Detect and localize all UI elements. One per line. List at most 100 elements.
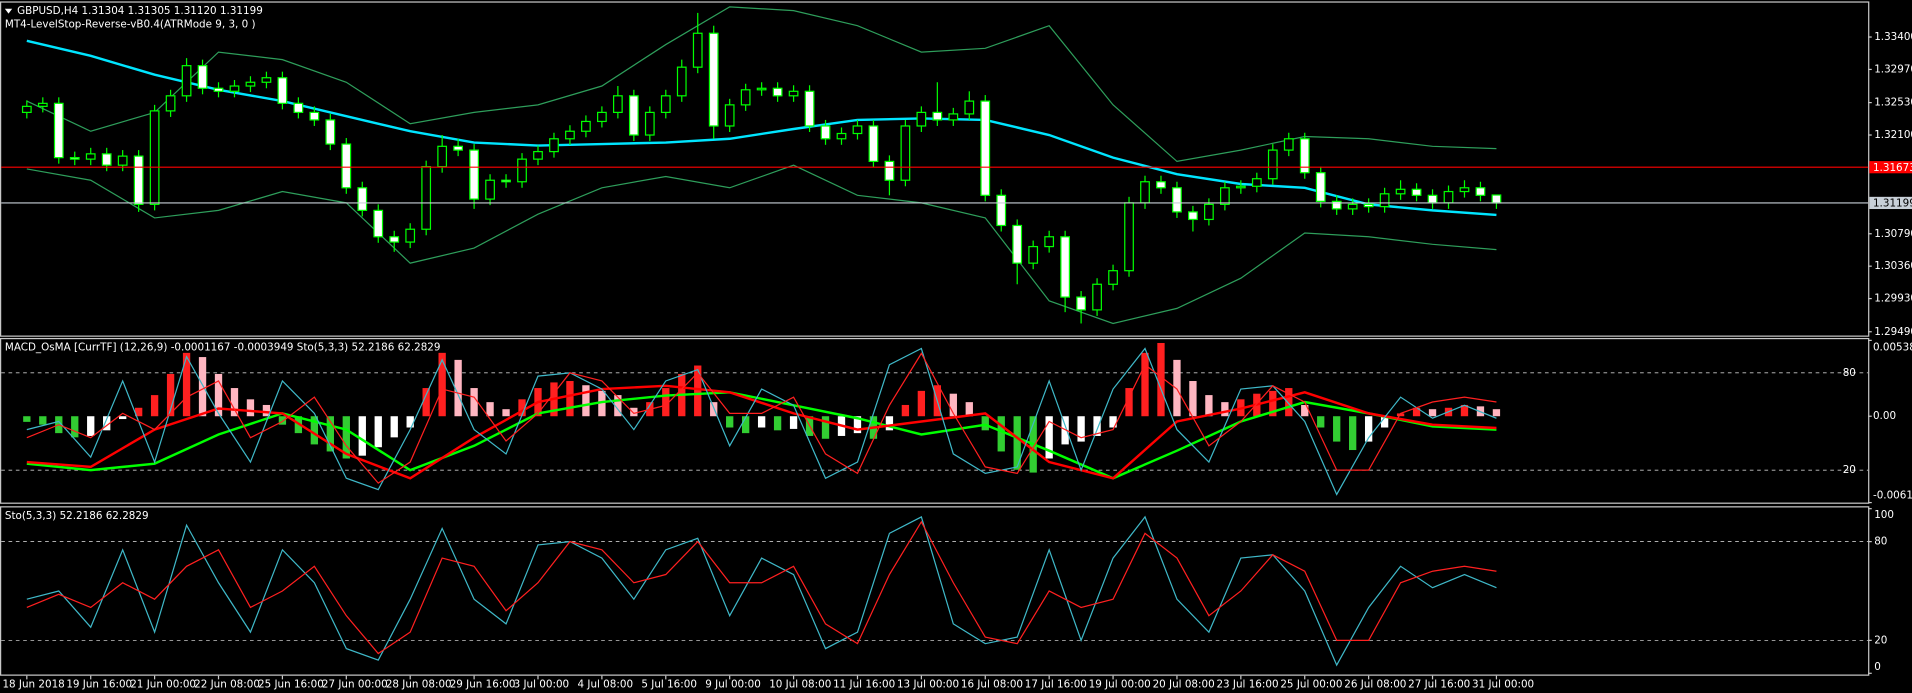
candle-body [373,209,384,238]
y-tick-label: 20 [1874,634,1887,646]
candle-body [1411,188,1422,196]
osma-bar [166,373,175,417]
x-tick-label: 23 Jul 16:00 [1216,678,1278,690]
candle-body [868,125,879,163]
x-tick-label: 11 Jul 16:00 [833,678,895,690]
osma-bar [598,390,606,417]
x-tick-label: 10 Jul 08:00 [769,678,831,690]
x-tick-label: 21 Jun 00:00 [130,678,196,690]
candle-body [165,95,176,112]
osma-bar [1141,352,1149,417]
y-tick-label: 1.32970 [1874,63,1912,75]
osma-bar [1333,416,1341,442]
osma-bar [741,416,750,434]
indicator-line [26,347,1497,496]
x-tick-label: 27 Jul 16:00 [1408,678,1470,690]
osma-bar [486,402,494,417]
candle-body [101,153,112,166]
candle-body [1443,190,1454,204]
osma-bar [262,404,271,417]
osma-bar [965,402,973,417]
osma-bar [757,416,766,428]
osma-bar [454,359,462,417]
price-title: GBPUSD,H4 1.31304 1.31305 1.31120 1.3119… [17,5,263,17]
candle-body [69,157,80,160]
osma-bar [1173,359,1181,417]
candle-body [1299,138,1310,174]
x-tick-label: 19 Jul 00:00 [1089,678,1151,690]
candle-body [900,125,911,181]
candle-body [325,119,336,145]
osma-bar [630,407,638,417]
y2-tick-label: 80 [1843,367,1856,379]
osma-bar [1380,416,1389,428]
osma-bar [1013,416,1021,470]
y-tick-label: 1.29930 [1874,293,1912,305]
candle-body [437,145,448,168]
x-tick-label: 13 Jul 00:00 [897,678,959,690]
y-tick-label: 0.005383 [1873,342,1912,354]
osma-bar [997,416,1005,452]
candle-body [581,120,591,132]
y-tick-label: 0 [1874,661,1881,673]
osma-bar [1061,416,1069,445]
y-tick-label: 1.32100 [1874,129,1912,141]
candle-body [1172,187,1182,213]
osma-bar [87,416,95,436]
osma-bar [1045,416,1053,459]
indicator-line [26,164,1497,325]
macd-panel-frame [0,337,1870,504]
candle-body [533,150,543,160]
candle-body [53,102,64,159]
candle-body [229,85,240,92]
x-tick-label: 31 Jul 00:00 [1472,678,1534,690]
osma-bar [278,416,287,425]
osma-bar [1428,409,1437,417]
candle-body [932,111,943,121]
candle-body [1060,236,1071,298]
y-tick-label: 0.00 [1873,410,1896,422]
candle-body [197,65,208,89]
candle-body [1156,181,1166,189]
candle-body [1028,245,1039,264]
osma-bar [789,416,798,429]
x-tick-label: 9 Jul 00:00 [705,678,761,690]
candle-body [341,143,352,189]
osma-bar [358,416,366,456]
macd-title: MACD_OsMA [CurrTF] (12,26,9) -0.0001167 … [5,342,441,354]
candle-body [517,158,527,183]
candle-body [1315,172,1326,202]
candle-body [1395,188,1406,195]
candle-body [469,149,479,200]
osma-bar [1269,390,1277,417]
candle-body [628,95,639,136]
osma-bar [1301,404,1309,417]
candle-body [149,110,160,205]
osma-bar [438,352,446,417]
osma-bar [470,388,478,417]
candle-body [85,153,96,160]
y-tick-label: 100 [1874,509,1894,521]
x-tick-label: 19 Jun 16:00 [66,678,132,690]
candle-body [1475,187,1486,196]
candle-body [772,87,783,97]
candle-body [1459,187,1470,193]
candle-body [964,100,975,115]
candle-body [1124,202,1134,272]
osma-bar [246,399,255,417]
osma-bar [214,373,223,417]
candle-body [501,179,511,183]
candle-body [1283,138,1294,151]
candle-body [549,138,559,153]
x-tick-label: 20 Jul 08:00 [1153,678,1215,690]
osma-bar [39,416,47,425]
candle-body [1363,203,1374,208]
osma-bar [150,395,159,417]
osma-bar [1396,413,1405,417]
osma-bar [1412,407,1421,417]
candle-body [1251,178,1262,187]
candle-body [565,130,575,140]
symbol-menu-arrow[interactable] [4,8,13,14]
